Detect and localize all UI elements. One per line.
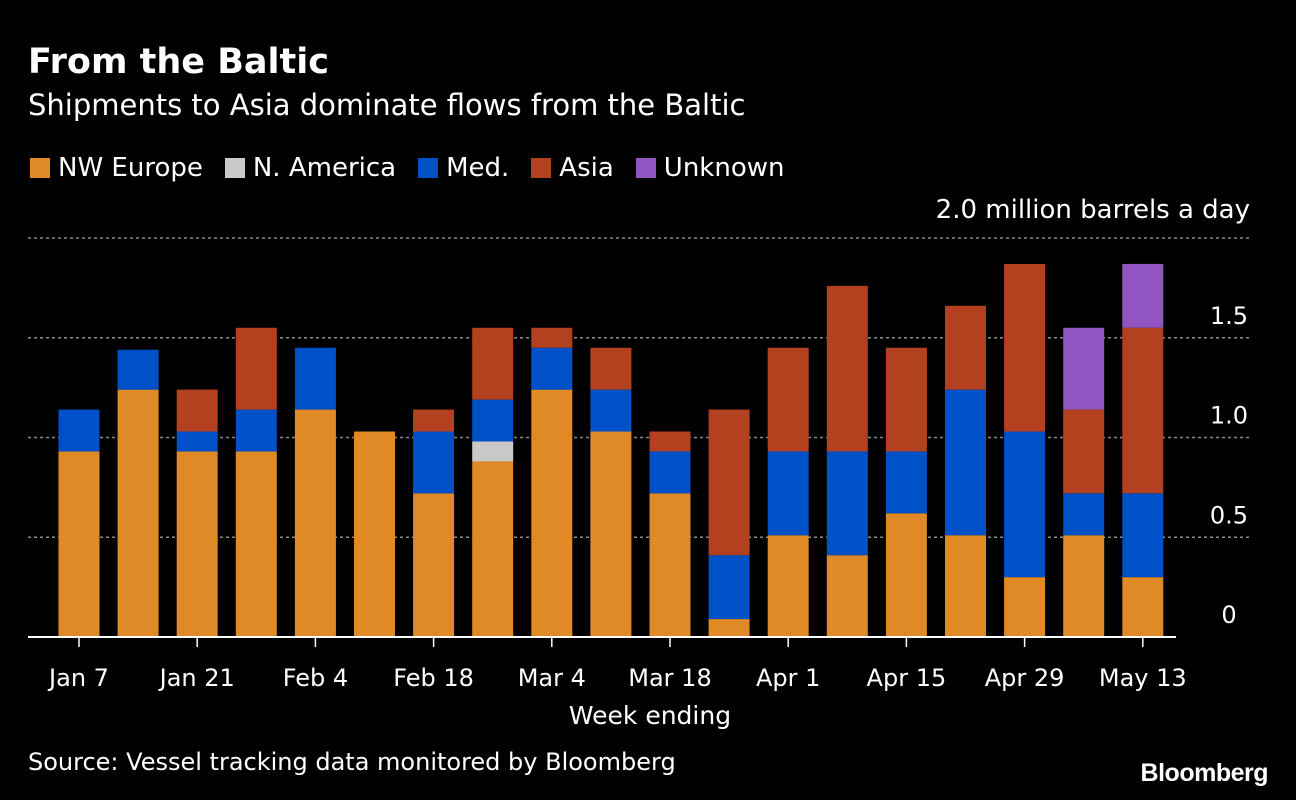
bar-segment-asia (413, 409, 455, 432)
bar-segment-med (176, 431, 218, 452)
bar-segment-asia (708, 409, 750, 556)
x-tick-label: Jan 7 (47, 664, 109, 692)
bar-segment-asia (531, 327, 573, 348)
bar-segment-nw-europe (472, 461, 514, 637)
bar-segment-nw-europe (531, 389, 573, 637)
bar-segment-nw-europe (590, 431, 632, 637)
bar-segment-asia (649, 431, 691, 452)
bars (58, 263, 1164, 637)
x-tick-label: Apr 1 (756, 664, 820, 692)
legend-swatch (635, 158, 656, 178)
y-tick-label: 0.5 (1210, 501, 1248, 529)
bar-segment-asia (176, 389, 218, 432)
bar-segment-n-america (472, 441, 514, 462)
bar-segment-nw-europe (767, 535, 809, 637)
bar-segment-med (294, 347, 336, 410)
legend-label: N. America (252, 153, 397, 183)
bar-segment-nw-europe (294, 409, 336, 637)
bar-segment-med (826, 451, 868, 556)
bar-segment-nw-europe (235, 451, 277, 637)
x-tick-label: Mar 4 (518, 664, 586, 692)
bar-segment-nw-europe (354, 431, 395, 637)
bar-segment-med (1063, 493, 1105, 536)
y-tick-label: 1.5 (1210, 302, 1248, 330)
bar-segment-med (885, 451, 927, 514)
bar-segment-asia (945, 305, 986, 390)
bar-segment-med (117, 349, 159, 390)
chart-title: From the Baltic (28, 42, 329, 82)
x-tick-label: May 13 (1099, 664, 1187, 692)
x-tick-label: Feb 4 (283, 664, 348, 692)
bar-segment-nw-europe (649, 493, 691, 637)
x-tick-label: Apr 15 (867, 664, 947, 692)
x-axis-title: Week ending (0, 700, 1296, 732)
bar-segment-med (708, 555, 750, 620)
bar-segment-nw-europe (176, 451, 218, 637)
y-tick-label: 0 (1221, 601, 1236, 629)
chart-subtitle: Shipments to Asia dominate flows from th… (28, 88, 746, 122)
bar-segment-nw-europe (58, 451, 100, 637)
bloomberg-logo: Bloomberg (1140, 759, 1269, 787)
bar-segment-nw-europe (117, 389, 159, 637)
y-axis-unit-label: 2.0 million barrels a day (935, 195, 1250, 225)
legend-swatch (531, 158, 552, 178)
y-tick-label: 1.0 (1210, 402, 1248, 430)
x-tick-label: Apr 29 (985, 664, 1065, 692)
bar-segment-asia (1122, 327, 1164, 494)
legend-swatch (418, 158, 439, 178)
bar-segment-asia (1004, 263, 1046, 432)
source-note: Source: Vessel tracking data monitored b… (28, 748, 676, 776)
y-tick-labels: 0 0.5 1.0 1.5 (1210, 302, 1248, 629)
bar-segment-unknown (1063, 327, 1105, 410)
x-axis (28, 636, 1176, 647)
bar-segment-asia (235, 327, 277, 410)
bar-segment-med (649, 451, 691, 494)
bar-segment-med (767, 451, 809, 536)
bar-segment-nw-europe (885, 513, 927, 637)
bar-segment-med (413, 431, 455, 494)
legend-label: Asia (559, 153, 614, 183)
legend-swatch (30, 158, 50, 178)
legend-label: Med. (446, 153, 510, 183)
bar-segment-asia (590, 347, 632, 390)
legend-item-unknown: Unknown (635, 152, 785, 184)
bar-segment-med (1122, 493, 1164, 578)
bar-segment-asia (767, 347, 809, 452)
legend: NW Europe N. America Med. Asia Unknown (30, 152, 807, 184)
x-tick-labels: Jan 7 Jan 21 Feb 4 Feb 18 Mar 4 Mar 18 Apr 1 Ap… (47, 664, 1187, 692)
bar-segment-unknown (1122, 263, 1164, 328)
x-tick-label: Feb 18 (393, 664, 474, 692)
bar-segment-nw-europe (826, 555, 868, 637)
bar-segment-asia (472, 327, 514, 400)
bar-segment-asia (826, 285, 868, 452)
legend-item-nw-europe: NW Europe (30, 152, 203, 184)
bar-segment-nw-europe (1063, 535, 1105, 637)
x-tick-label: Mar 18 (628, 664, 711, 692)
legend-item-med: Med. (418, 152, 509, 184)
legend-label: Unknown (663, 153, 785, 183)
x-axis-title-text: Week ending (568, 701, 732, 730)
bar-segment-med (945, 389, 986, 536)
bar-segment-med (590, 389, 632, 432)
bar-segment-nw-europe (945, 535, 986, 637)
legend-item-asia: Asia (531, 152, 614, 184)
bar-segment-asia (1063, 409, 1105, 494)
legend-swatch (224, 158, 245, 178)
legend-item-n-america: N. America (224, 152, 397, 184)
bar-segment-nw-europe (1122, 577, 1164, 637)
bar-segment-nw-europe (708, 619, 750, 637)
x-tick-label: Jan 21 (158, 664, 235, 692)
legend-label: NW Europe (58, 153, 203, 183)
bar-segment-med (1004, 431, 1046, 578)
bar-segment-med (531, 347, 573, 390)
bar-segment-nw-europe (1004, 577, 1046, 637)
bar-segment-med (58, 409, 100, 452)
bar-segment-med (472, 399, 514, 442)
bar-segment-nw-europe (413, 493, 455, 637)
bar-segment-asia (885, 347, 927, 452)
bar-segment-med (235, 409, 277, 452)
